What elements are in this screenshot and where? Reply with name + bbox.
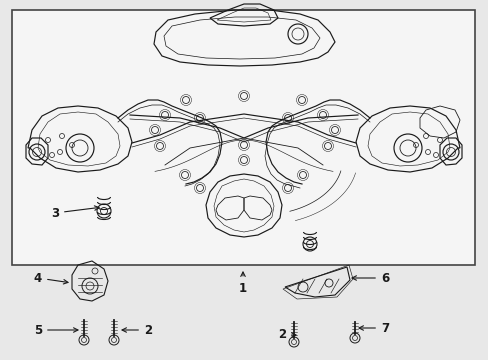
Bar [12, 10, 474, 265]
Text: 7: 7 [358, 321, 388, 334]
Text: 2: 2 [277, 328, 295, 342]
Text: 5: 5 [34, 324, 78, 337]
Text: 2: 2 [122, 324, 152, 337]
Text: 1: 1 [239, 272, 246, 294]
Text: 6: 6 [351, 271, 388, 284]
Text: 4: 4 [34, 271, 68, 284]
Text: 3: 3 [51, 206, 99, 220]
